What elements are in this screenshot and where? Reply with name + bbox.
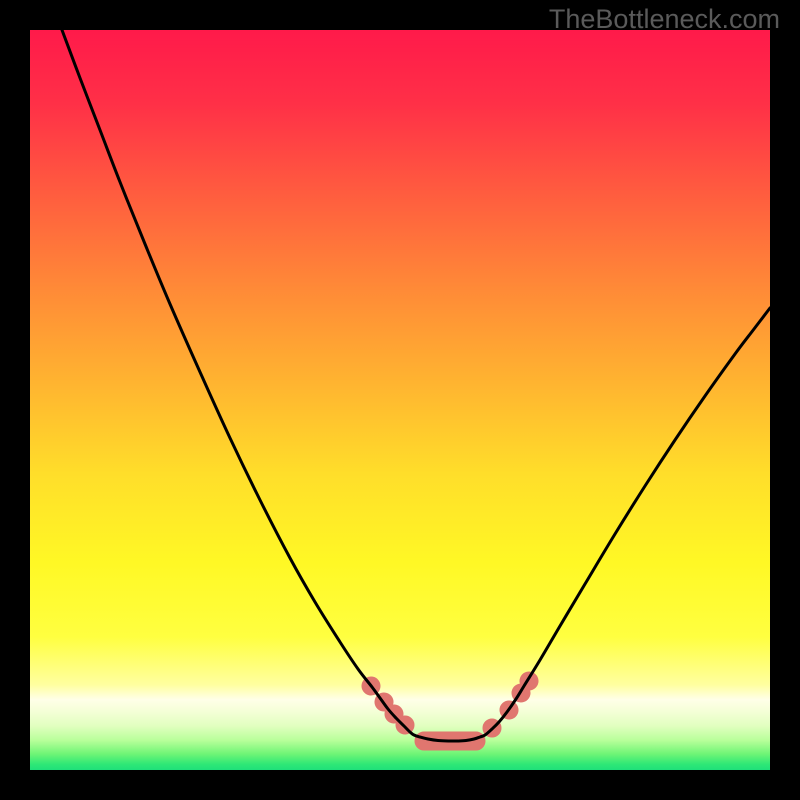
watermark-text: TheBottleneck.com [549,4,780,35]
chart-frame: TheBottleneck.com [0,0,800,800]
gradient-plot-area [30,30,770,770]
